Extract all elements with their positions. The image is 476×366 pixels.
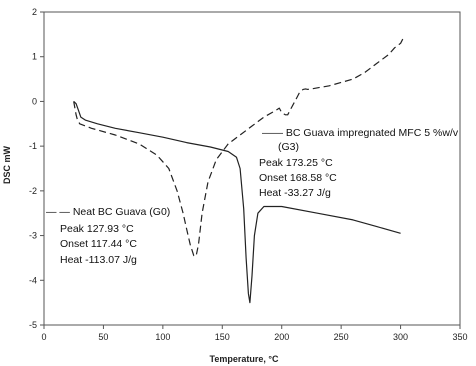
- y-tick-label: -3: [29, 231, 37, 241]
- y-tick-label: 2: [32, 7, 37, 17]
- g3-heat: Heat -33.27 J/g: [259, 187, 331, 199]
- annotation-g0: — — Neat BC Guava (G0) Peak 127.93 °C On…: [46, 206, 170, 266]
- series-layer: [73, 38, 404, 304]
- g0-peak: Peak 127.93 °C: [60, 223, 134, 235]
- g3-peak: Peak 173.25 °C: [259, 157, 333, 169]
- x-tick-label: 250: [334, 332, 349, 342]
- x-tick-label: 100: [155, 332, 170, 342]
- x-axis-ticks: 0 50 100 150 200 250 300 350: [41, 325, 468, 342]
- y-axis-ticks: 2 1 0 -1 -2 -3 -4 -5: [29, 7, 44, 330]
- y-axis-title: DSC mW: [2, 145, 12, 184]
- y-tick-label: -2: [29, 186, 37, 196]
- g3-onset: Onset 168.58 °C: [259, 172, 337, 184]
- annotation-g3: —— BC Guava impregnated MFC 5 %w/v (G3) …: [259, 127, 459, 199]
- g3-legend-line1: —— BC Guava impregnated MFC 5 %w/v: [262, 127, 459, 139]
- series-line-g0: [73, 38, 404, 257]
- x-tick-label: 0: [41, 332, 46, 342]
- x-tick-label: 150: [215, 332, 230, 342]
- y-tick-label: -1: [29, 141, 37, 151]
- x-tick-label: 200: [274, 332, 289, 342]
- y-tick-label: 0: [32, 96, 37, 106]
- x-axis-title: Temperature, °C: [210, 354, 279, 364]
- g0-onset: Onset 117.44 °C: [60, 238, 137, 250]
- g0-legend: — — Neat BC Guava (G0): [46, 206, 170, 218]
- x-tick-label: 300: [393, 332, 408, 342]
- series-line-g3: [73, 100, 401, 304]
- y-tick-label: -5: [29, 320, 37, 330]
- y-tick-label: -4: [29, 275, 37, 285]
- g0-heat: Heat -113.07 J/g: [60, 254, 137, 266]
- x-tick-label: 350: [452, 332, 467, 342]
- y-tick-label: 1: [32, 52, 37, 62]
- g3-legend-line2: (G3): [278, 141, 299, 153]
- plot-frame: [43, 11, 461, 326]
- x-tick-label: 50: [98, 332, 108, 342]
- plot-area: [43, 11, 461, 326]
